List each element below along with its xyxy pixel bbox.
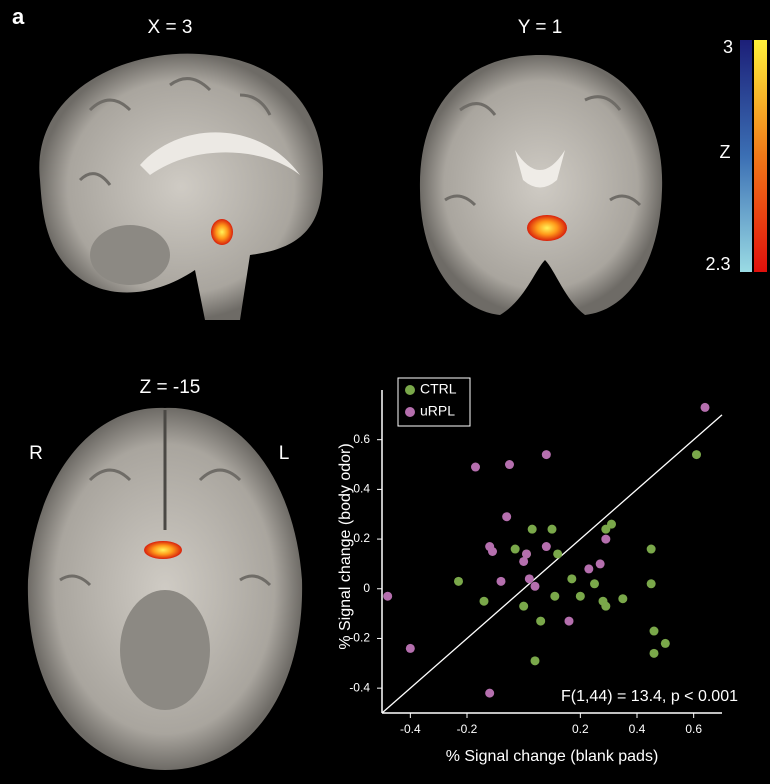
x-tick-label: -0.2 bbox=[457, 722, 478, 736]
point bbox=[646, 579, 656, 589]
point bbox=[471, 462, 480, 472]
point bbox=[649, 648, 659, 658]
coronal-slice bbox=[419, 55, 663, 315]
point bbox=[527, 524, 537, 534]
point bbox=[550, 591, 560, 601]
x-tick-label: 0.2 bbox=[572, 722, 589, 736]
point bbox=[530, 656, 540, 666]
legend-box bbox=[397, 377, 471, 427]
y-axis-title: % Signal change (body odor) bbox=[337, 443, 354, 649]
point bbox=[601, 524, 611, 534]
colorbar-label: Z bbox=[720, 142, 731, 162]
point bbox=[522, 549, 531, 559]
point bbox=[488, 547, 497, 556]
point bbox=[505, 460, 514, 470]
point bbox=[519, 556, 529, 566]
point bbox=[618, 594, 628, 604]
point bbox=[660, 638, 670, 648]
point bbox=[700, 402, 710, 412]
point bbox=[496, 576, 506, 586]
point bbox=[601, 601, 611, 611]
point bbox=[590, 579, 599, 589]
point bbox=[383, 591, 393, 601]
point bbox=[649, 626, 659, 636]
colorbar-min: 2.3 bbox=[705, 254, 730, 274]
x-tick-label: -0.4 bbox=[400, 722, 421, 736]
axial-slice bbox=[27, 407, 303, 770]
point bbox=[584, 564, 594, 574]
annotation: F(1,44) = 13.4, p < 0.001 bbox=[561, 688, 738, 705]
y-tick-label: 0.4 bbox=[353, 482, 370, 496]
point bbox=[524, 574, 534, 584]
y-tick-label: 0.2 bbox=[353, 531, 370, 545]
legend-label: uRPL bbox=[420, 403, 455, 419]
legend-label: CTRL bbox=[420, 381, 457, 397]
y-tick-label: -0.2 bbox=[349, 631, 370, 645]
colorbar bbox=[740, 40, 767, 272]
y-tick-label: -0.4 bbox=[349, 680, 370, 694]
y-tick-label: 0.6 bbox=[353, 432, 370, 446]
colorbar-max: 3 bbox=[723, 37, 733, 57]
point bbox=[541, 542, 551, 552]
sagittal-slice bbox=[39, 53, 324, 320]
orientation-label: R bbox=[29, 443, 43, 464]
point bbox=[567, 574, 577, 584]
legend-marker bbox=[405, 385, 415, 395]
slice-label: Y = 1 bbox=[518, 17, 563, 38]
point bbox=[519, 601, 529, 611]
point bbox=[536, 616, 546, 626]
point bbox=[564, 616, 574, 626]
point bbox=[575, 591, 585, 601]
point bbox=[553, 549, 563, 559]
orientation-label: L bbox=[279, 443, 290, 464]
point bbox=[547, 524, 557, 534]
point bbox=[479, 596, 489, 606]
point bbox=[692, 450, 701, 460]
point bbox=[541, 450, 551, 460]
legend-marker bbox=[405, 407, 415, 417]
point bbox=[530, 581, 540, 591]
panel-label: a bbox=[12, 4, 25, 29]
x-tick-label: 0.6 bbox=[685, 722, 702, 736]
point bbox=[485, 688, 495, 698]
y-tick-label: 0 bbox=[363, 581, 370, 595]
slice-label: X = 3 bbox=[148, 17, 193, 38]
x-tick-label: 0.4 bbox=[629, 722, 646, 736]
point bbox=[510, 544, 520, 554]
point bbox=[595, 559, 605, 569]
point bbox=[646, 544, 656, 554]
point bbox=[502, 512, 512, 522]
point bbox=[454, 576, 463, 586]
slice-label: Z = -15 bbox=[140, 377, 201, 398]
x-axis-title: % Signal change (blank pads) bbox=[446, 748, 659, 765]
point bbox=[405, 643, 415, 653]
identity-line bbox=[381, 414, 723, 714]
point bbox=[601, 534, 611, 544]
